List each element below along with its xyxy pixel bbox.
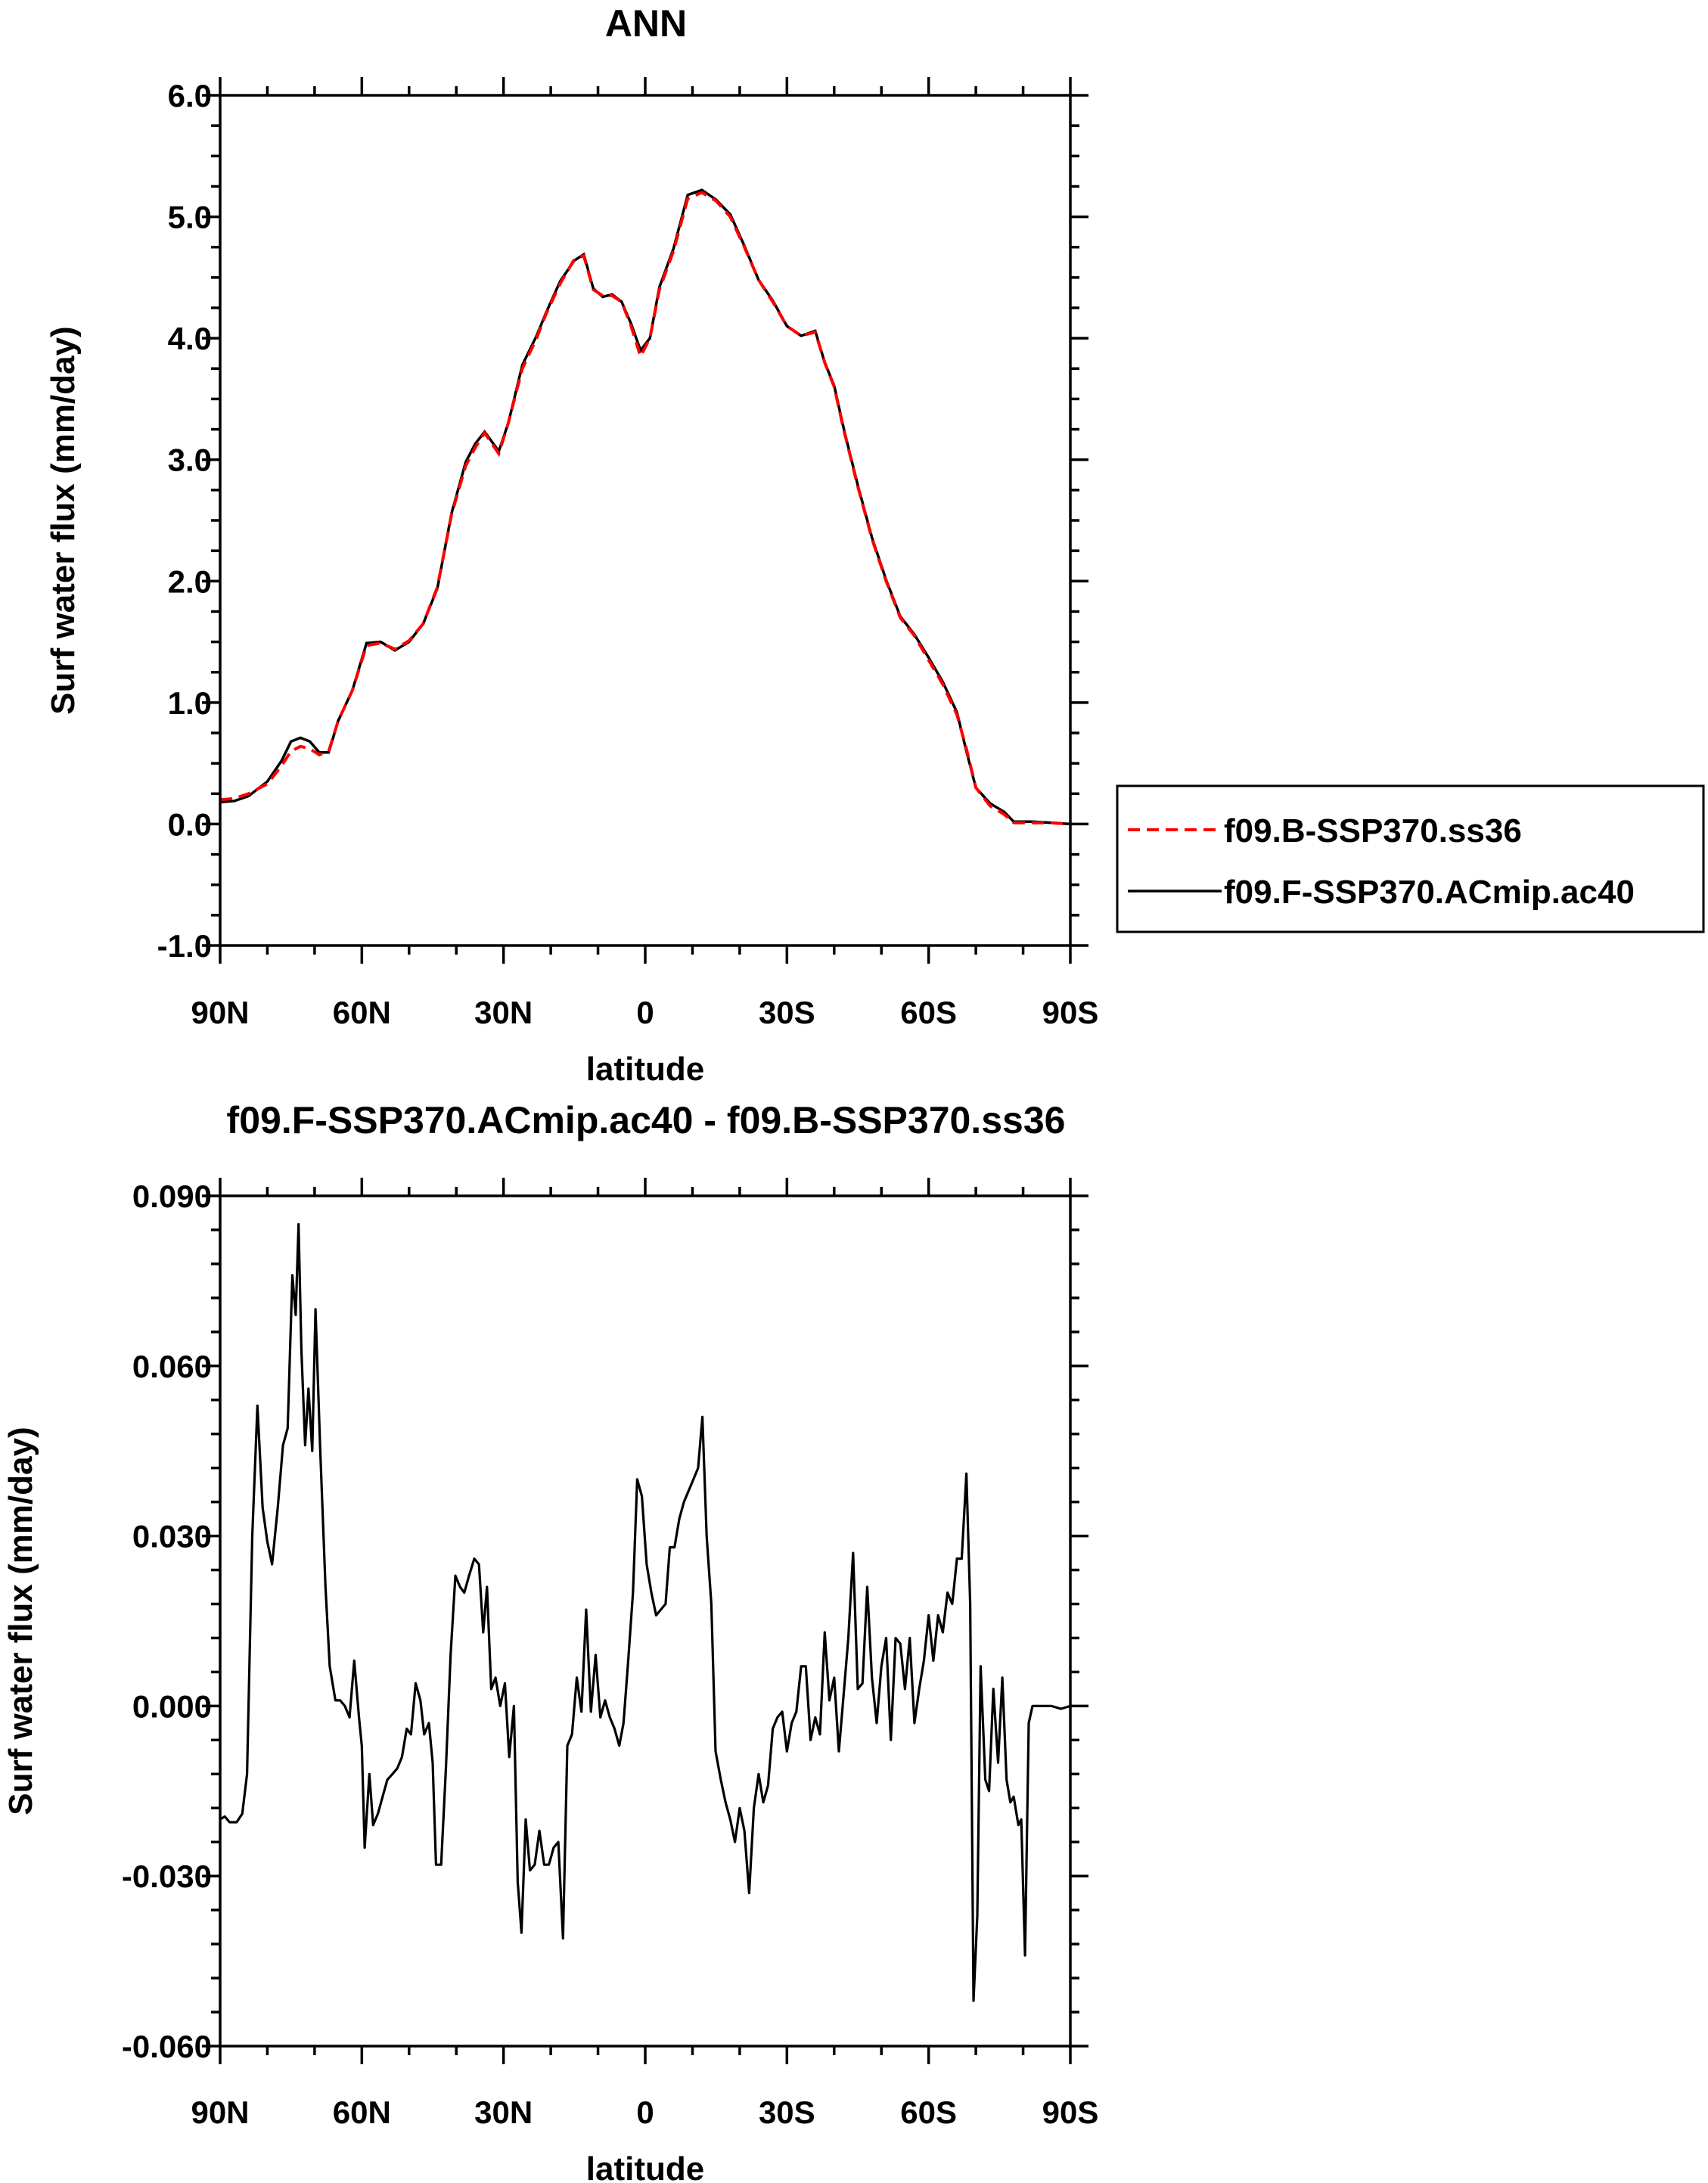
bottom-plot-frame — [219, 1194, 1072, 2048]
series-line-ss36 — [219, 191, 1071, 826]
top-y-axis-label: Surf water flux (mm/day) — [45, 326, 82, 714]
y-tick-label: -1.0 — [157, 928, 212, 964]
chart-title: ANN — [605, 2, 687, 45]
bottom-x-axis-label: latitude — [586, 2150, 704, 2183]
x-tick-label: 60N — [333, 2094, 391, 2130]
series-line-ac40 — [219, 188, 1071, 826]
x-tick-label: 60S — [900, 995, 957, 1030]
difference-panel: f09.F-SSP370.ACmip.ac40 - f09.B-SSP370.s… — [2, 1099, 1098, 2183]
top-plot-frame — [219, 94, 1072, 947]
y-tick-label: 2.0 — [168, 564, 212, 599]
y-tick-label: 0.060 — [132, 1349, 212, 1384]
x-tick-label: 30N — [474, 995, 533, 1030]
y-tick-label: 6.0 — [168, 78, 212, 113]
x-tick-label: 30S — [759, 2094, 815, 2130]
x-tick-label: 0 — [636, 995, 654, 1030]
annual-mean-panel: ANN 6.0 5.0 4.0 3.0 2.0 1.0 0.0 -1.0 90N 60N 30N 0… — [45, 2, 1098, 1088]
legend-box — [1116, 784, 1705, 933]
x-tick-label: 30S — [759, 995, 815, 1030]
x-tick-label: 60N — [333, 995, 391, 1030]
y-tick-label: -0.060 — [122, 2029, 212, 2064]
x-tick-label: 60S — [900, 2094, 957, 2130]
bottom-x-tick-labels: 90N 60N 30N 0 30S 60S 90S — [191, 2094, 1098, 2130]
legend-label-ss36: f09.B-SSP370.ss36 — [1224, 812, 1522, 849]
legend: f09.B-SSP370.ss36 f09.F-SSP370.ACmip.ac4… — [1116, 784, 1705, 933]
bottom-axis-ticks — [202, 1178, 1088, 2064]
top-y-tick-labels: 6.0 5.0 4.0 3.0 2.0 1.0 0.0 -1.0 — [157, 78, 212, 964]
difference-line — [219, 1222, 1071, 2002]
bottom-plot-lines — [219, 1222, 1071, 2002]
top-x-axis-label: latitude — [586, 1051, 704, 1088]
x-tick-label: 90N — [191, 2094, 249, 2130]
y-tick-label: 0.090 — [132, 1178, 212, 1214]
bottom-y-axis-label: Surf water flux (mm/day) — [2, 1427, 39, 1815]
x-tick-label: 0 — [636, 2094, 654, 2130]
y-tick-label: 0.030 — [132, 1519, 212, 1554]
legend-label-ac40: f09.F-SSP370.ACmip.ac40 — [1224, 874, 1635, 911]
x-tick-label: 90S — [1042, 995, 1099, 1030]
y-tick-label: -0.030 — [122, 1858, 212, 1894]
x-tick-label: 90S — [1042, 2094, 1099, 2130]
x-tick-label: 30N — [474, 2094, 533, 2130]
y-tick-label: 1.0 — [168, 685, 212, 721]
top-plot-lines — [219, 188, 1071, 826]
top-axis-ticks — [202, 77, 1088, 964]
y-tick-label: 0.000 — [132, 1688, 212, 1724]
y-tick-label: 3.0 — [168, 442, 212, 478]
y-tick-label: 0.0 — [168, 806, 212, 842]
y-tick-label: 5.0 — [168, 200, 212, 235]
y-tick-label: 4.0 — [168, 321, 212, 356]
bottom-y-tick-labels: 0.090 0.060 0.030 0.000 -0.030 -0.060 — [122, 1178, 212, 2064]
difference-title: f09.F-SSP370.ACmip.ac40 - f09.B-SSP370.s… — [227, 1099, 1066, 1141]
top-x-tick-labels: 90N 60N 30N 0 30S 60S 90S — [191, 995, 1098, 1030]
x-tick-label: 90N — [191, 995, 249, 1030]
